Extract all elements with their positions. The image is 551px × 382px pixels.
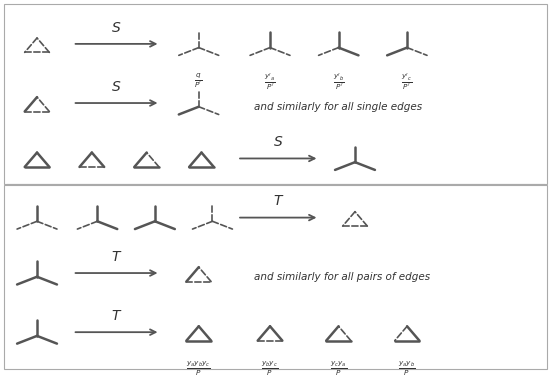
Text: and similarly for all single edges: and similarly for all single edges xyxy=(253,102,422,112)
Text: $\frac{y_a y_b y_c}{P}$: $\frac{y_a y_b y_c}{P}$ xyxy=(186,360,211,378)
Text: $\mathit{T}$: $\mathit{T}$ xyxy=(111,309,122,323)
Text: $\frac{q}{P'}$: $\frac{q}{P'}$ xyxy=(195,71,203,91)
Text: and similarly for all pairs of edges: and similarly for all pairs of edges xyxy=(253,272,430,282)
Text: $\mathit{T}$: $\mathit{T}$ xyxy=(111,250,122,264)
Text: $\frac{y_c y_a}{P}$: $\frac{y_c y_a}{P}$ xyxy=(330,360,347,378)
Text: $\mathit{S}$: $\mathit{S}$ xyxy=(273,135,283,149)
Text: $\frac{y'_c}{P'}$: $\frac{y'_c}{P'}$ xyxy=(401,71,413,92)
Text: $\frac{y'_b}{P'}$: $\frac{y'_b}{P'}$ xyxy=(333,71,344,92)
Text: $\frac{y_a y_b}{P}$: $\frac{y_a y_b}{P}$ xyxy=(398,360,416,378)
Bar xyxy=(4,4,547,184)
Text: $\frac{y_b y_c}{P}$: $\frac{y_b y_c}{P}$ xyxy=(261,360,279,378)
Text: $\mathit{T}$: $\mathit{T}$ xyxy=(273,194,284,208)
Text: $\mathit{S}$: $\mathit{S}$ xyxy=(111,21,122,35)
Bar xyxy=(4,185,547,369)
Text: $\mathit{S}$: $\mathit{S}$ xyxy=(111,80,122,94)
Text: $\frac{y'_a}{P'}$: $\frac{y'_a}{P'}$ xyxy=(264,71,276,92)
